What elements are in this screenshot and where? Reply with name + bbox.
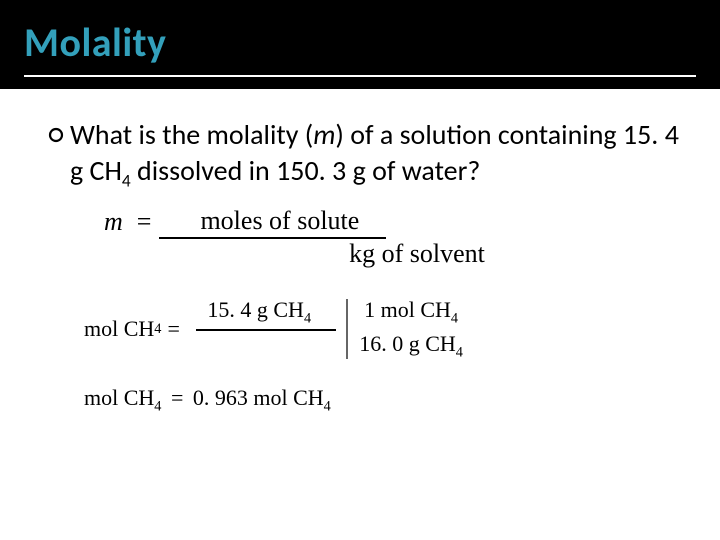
factor-2-top-text: 1 mol CH [364, 297, 451, 322]
formula-row: m = moles of solute [104, 206, 680, 239]
calc-equals: = [167, 316, 179, 342]
slide-title: Molality [24, 18, 720, 67]
question-text: What is the molality (m) of a solution c… [70, 117, 680, 192]
bullet-row: What is the molality (m) of a solution c… [48, 117, 680, 192]
factor-2-bot: 16. 0 g CH4 [359, 329, 463, 361]
result-value-sub: 4 [324, 399, 331, 415]
slide-content: What is the molality (m) of a solution c… [0, 89, 720, 416]
result-equals: = [171, 385, 183, 410]
factor-1: 15. 4 g CH4 . [186, 297, 346, 362]
calc-result: mol CH4 = 0. 963 mol CH4 [84, 385, 680, 415]
factor-2-bot-text: 16. 0 g CH [359, 331, 456, 356]
formula-m: m [104, 207, 123, 237]
dimensional-analysis: 15. 4 g CH4 . 1 mol CH4 16. 0 g CH4 [186, 297, 474, 362]
formula-definition: m = moles of solute kg of solvent [104, 206, 680, 269]
question-m-symbol: m [313, 117, 335, 152]
factor-2: 1 mol CH4 16. 0 g CH4 [348, 297, 474, 362]
calc-lhs-label: mol CH [84, 316, 154, 342]
formula-denominator: kg of solvent [154, 239, 680, 269]
formula-numerator: moles of solute [159, 206, 386, 239]
question-sub-1: 4 [122, 169, 131, 191]
factor-2-top-sub: 4 [451, 310, 458, 326]
formula-numerator-text: moles of solute [200, 206, 359, 235]
calc-row: mol CH4 = 15. 4 g CH4 . 1 mol CH4 16. 0 … [84, 297, 680, 362]
result-value: 0. 963 mol CH [193, 385, 324, 410]
factor-2-top: 1 mol CH4 [358, 297, 464, 329]
calculation-block: mol CH4 = 15. 4 g CH4 . 1 mol CH4 16. 0 … [84, 297, 680, 416]
factor-1-top-text: 15. 4 g CH [207, 297, 304, 322]
factor-1-top: 15. 4 g CH4 [196, 297, 336, 331]
calc-lhs: mol CH4 = [84, 316, 186, 342]
factor-2-bot-sub: 4 [456, 344, 463, 360]
result-lhs-sub: 4 [154, 399, 161, 415]
question-part-3: dissolved in 150. 3 g of water? [131, 153, 481, 188]
slide-header: Molality [0, 0, 720, 89]
title-underline [24, 75, 696, 77]
result-lhs: mol CH [84, 385, 154, 410]
factor-1-top-sub: 4 [304, 310, 311, 326]
formula-equals: = [137, 207, 152, 237]
question-part-1: What is the molality ( [70, 117, 313, 152]
calc-lhs-sub: 4 [154, 321, 161, 338]
circle-bullet-icon [48, 127, 64, 143]
